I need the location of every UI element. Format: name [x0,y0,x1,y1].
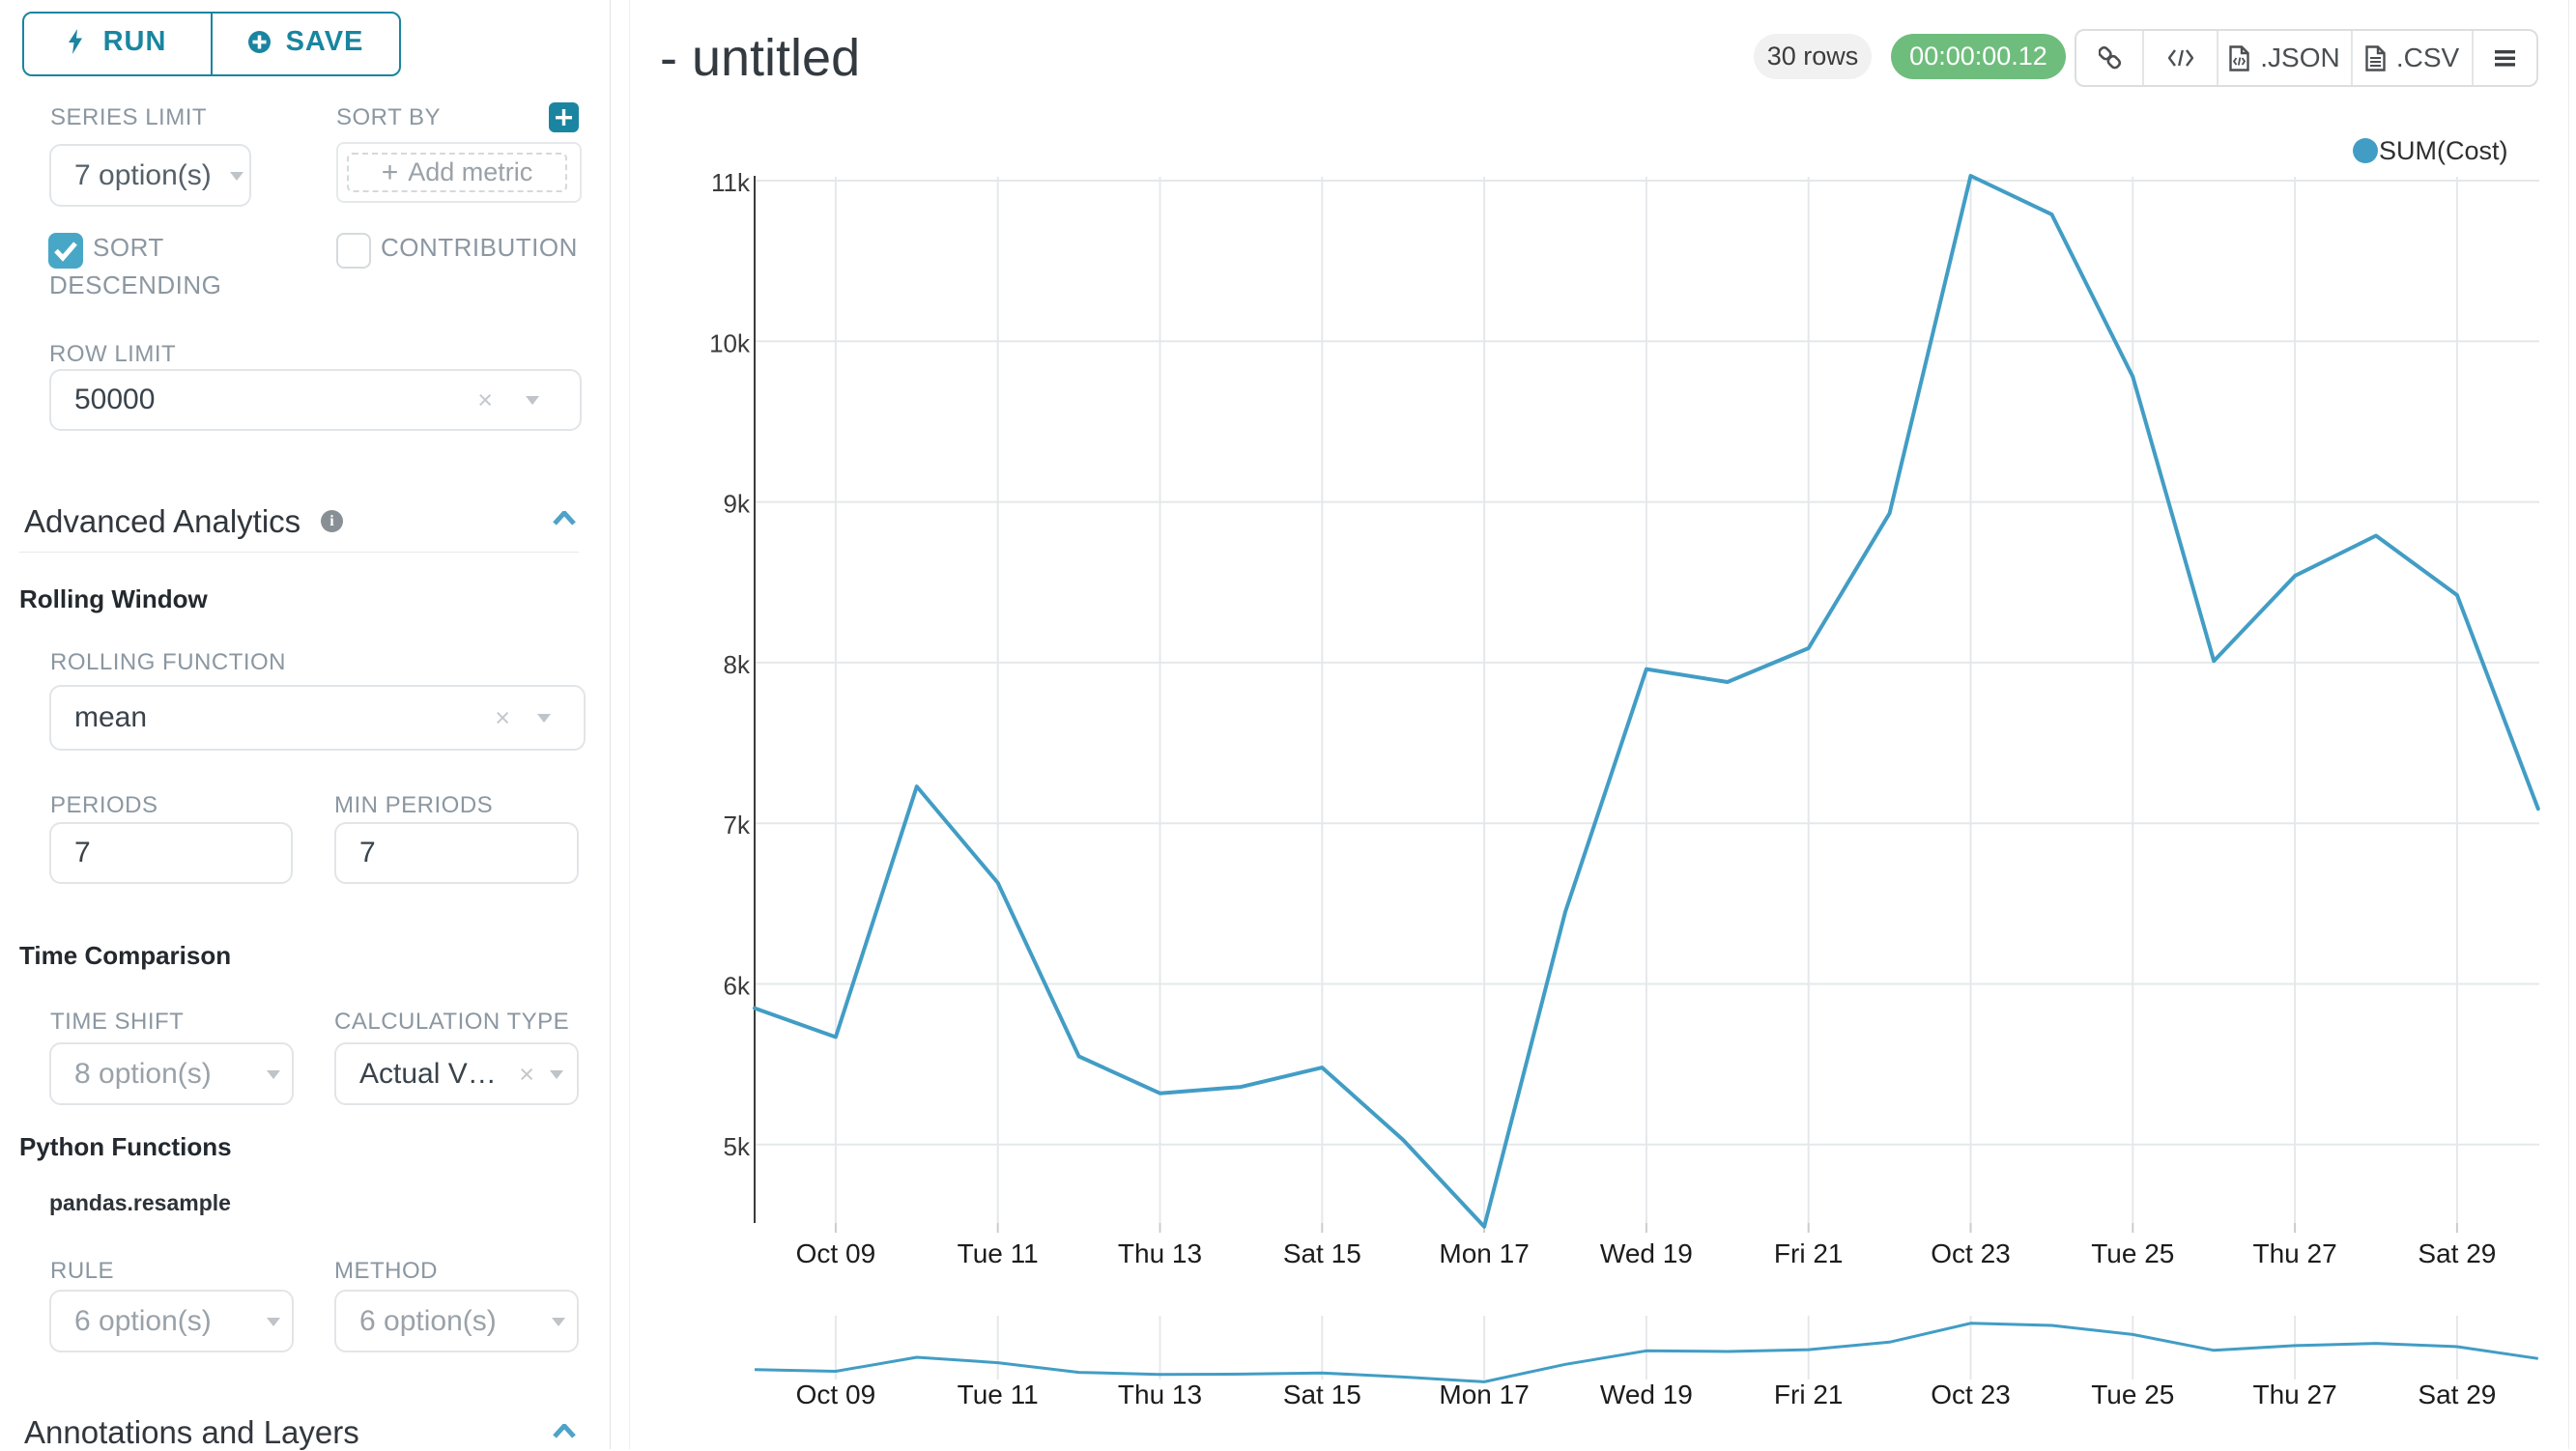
svg-text:Thu 13: Thu 13 [1118,1380,1202,1409]
svg-text:5k: 5k [724,1132,751,1161]
svg-text:Fri 21: Fri 21 [1774,1238,1844,1268]
svg-text:Oct 23: Oct 23 [1931,1380,2010,1409]
svg-text:8k: 8k [724,650,751,679]
svg-text:Fri 21: Fri 21 [1774,1380,1844,1409]
svg-text:Thu 13: Thu 13 [1118,1238,1202,1268]
svg-text:Sat 15: Sat 15 [1283,1380,1361,1409]
svg-text:Mon 17: Mon 17 [1439,1380,1529,1409]
svg-text:Thu 27: Thu 27 [2253,1380,2337,1409]
svg-text:Thu 27: Thu 27 [2253,1238,2337,1268]
svg-text:7k: 7k [724,811,751,839]
svg-text:Wed 19: Wed 19 [1600,1380,1693,1409]
svg-text:Tue 11: Tue 11 [958,1380,1039,1409]
svg-text:Oct 23: Oct 23 [1931,1238,2010,1268]
svg-text:Oct 09: Oct 09 [796,1380,875,1409]
svg-text:Sat 15: Sat 15 [1283,1238,1361,1268]
svg-text:Sat 29: Sat 29 [2418,1380,2496,1409]
svg-text:Oct 09: Oct 09 [796,1238,875,1268]
svg-text:10k: 10k [709,328,751,357]
svg-text:11k: 11k [711,168,751,197]
svg-text:Wed 19: Wed 19 [1600,1238,1693,1268]
svg-text:Sat 29: Sat 29 [2418,1238,2496,1268]
svg-text:Tue 25: Tue 25 [2091,1380,2174,1409]
svg-text:Tue 11: Tue 11 [958,1238,1039,1268]
svg-text:9k: 9k [724,490,751,519]
svg-text:Tue 25: Tue 25 [2091,1238,2174,1268]
svg-text:SUM(Cost): SUM(Cost) [2379,136,2508,165]
svg-text:6k: 6k [724,972,751,1001]
svg-text:Mon 17: Mon 17 [1439,1238,1529,1268]
